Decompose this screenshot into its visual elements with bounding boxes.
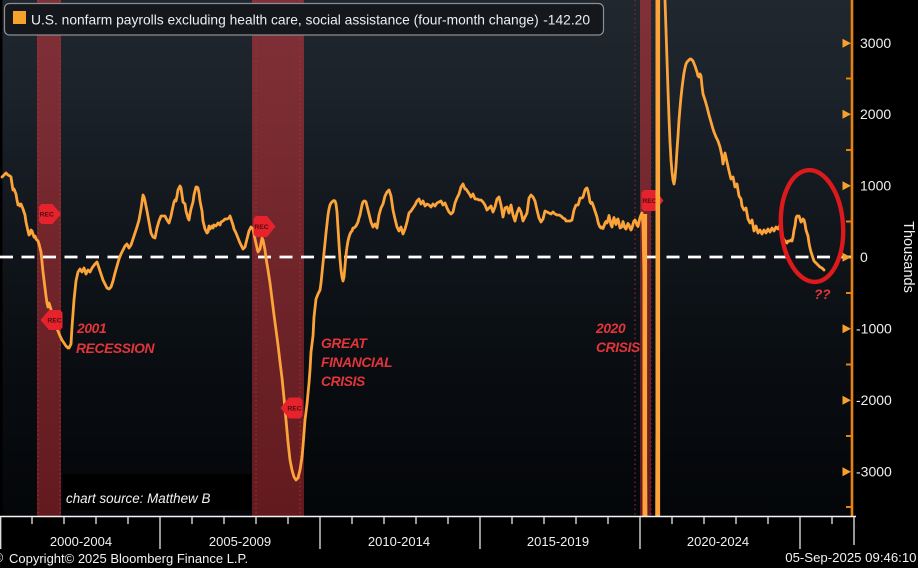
svg-text:-3000: -3000: [856, 464, 892, 480]
svg-text:REC: REC: [287, 406, 301, 413]
svg-text:2005-2009: 2005-2009: [209, 534, 271, 549]
svg-text:??: ??: [814, 287, 831, 302]
svg-text:©: ©: [0, 551, 4, 565]
svg-text:GREAT: GREAT: [321, 336, 368, 351]
svg-text:CRISIS: CRISIS: [321, 374, 366, 389]
svg-text:2010-2014: 2010-2014: [368, 534, 430, 549]
svg-text:REC: REC: [40, 212, 54, 219]
svg-text:2020-2024: 2020-2024: [687, 534, 749, 549]
svg-text:REC: REC: [642, 198, 656, 205]
svg-text:RECESSION: RECESSION: [76, 341, 156, 356]
svg-text:REC: REC: [254, 224, 268, 231]
svg-text:2001: 2001: [76, 321, 106, 336]
svg-text:2020: 2020: [595, 321, 626, 336]
svg-text:3000: 3000: [860, 35, 891, 51]
svg-text:2000: 2000: [860, 106, 891, 122]
svg-text:-1000: -1000: [856, 321, 892, 337]
svg-text:U.S. nonfarm payrolls excludin: U.S. nonfarm payrolls excluding health c…: [31, 13, 539, 28]
svg-text:1000: 1000: [860, 178, 891, 194]
svg-text:0: 0: [860, 249, 868, 265]
svg-text:FINANCIAL: FINANCIAL: [321, 355, 392, 370]
svg-text:Copyright© 2025 Bloomberg Fina: Copyright© 2025 Bloomberg Finance L.P.: [9, 551, 248, 566]
svg-text:2015-2019: 2015-2019: [527, 534, 589, 549]
svg-text:Thousands: Thousands: [900, 221, 916, 293]
svg-text:-2000: -2000: [856, 392, 892, 408]
svg-text:chart source: Matthew B: chart source: Matthew B: [66, 491, 210, 506]
svg-text:05-Sep-2025 09:46:10: 05-Sep-2025 09:46:10: [785, 550, 916, 565]
svg-text:CRISIS: CRISIS: [596, 340, 641, 355]
svg-text:REC: REC: [47, 318, 61, 325]
svg-text:2000-2004: 2000-2004: [50, 534, 112, 549]
svg-text:-142.20: -142.20: [543, 13, 590, 28]
